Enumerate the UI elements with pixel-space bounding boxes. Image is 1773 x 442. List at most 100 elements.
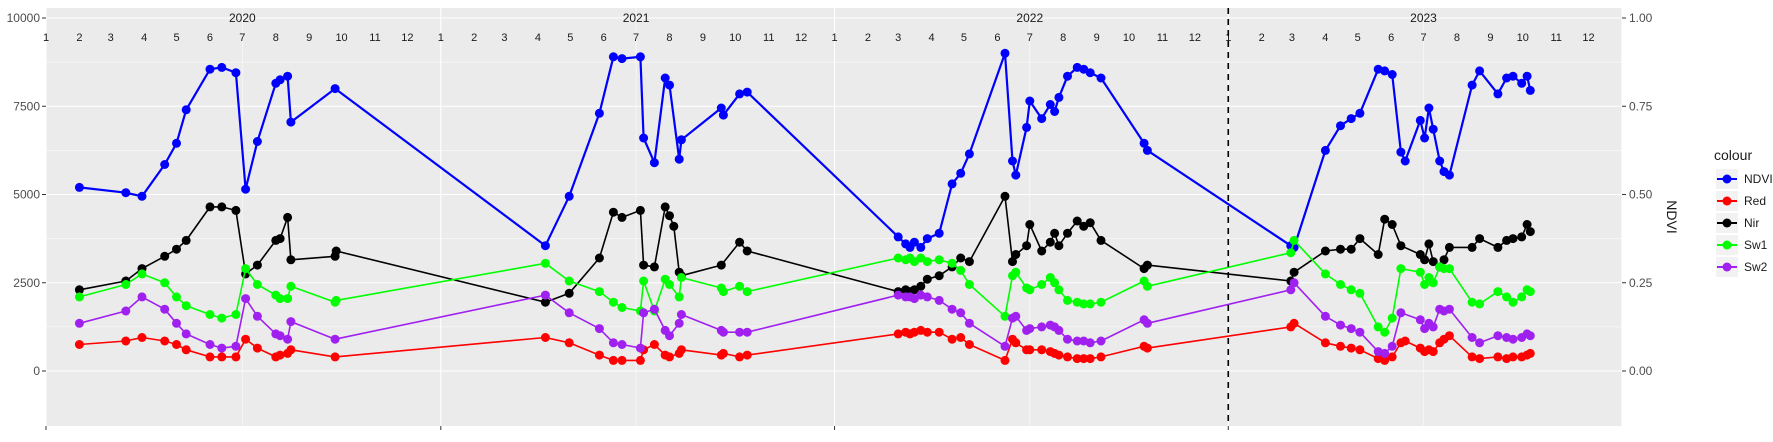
sw1-point	[205, 310, 215, 319]
red-point	[1475, 354, 1485, 364]
ndvi-point	[660, 73, 670, 83]
y-tick-label: 5000	[13, 188, 40, 202]
y2-tick-label: 0.50	[1629, 188, 1653, 202]
sw2-point	[956, 308, 966, 318]
sw1-point	[1415, 267, 1425, 277]
month-label: 2	[76, 32, 82, 44]
nir-point	[1320, 246, 1330, 256]
red-point	[205, 352, 215, 362]
sw1-point	[735, 281, 745, 291]
legend-item-sw2: Sw2	[1716, 257, 1768, 277]
month-label: 5	[1355, 32, 1361, 44]
sw2-point	[1011, 311, 1021, 321]
ndvi-point	[1400, 156, 1410, 166]
red-point	[1400, 336, 1410, 346]
ndvi-point	[1008, 156, 1017, 166]
red-point	[1142, 343, 1152, 353]
red-point	[594, 350, 604, 360]
nir-point	[594, 253, 604, 263]
sw1-point	[1000, 311, 1010, 321]
series-sw2	[74, 278, 1535, 358]
sw1-point	[1502, 292, 1512, 302]
sw2-point	[934, 295, 944, 305]
nir-point	[1085, 218, 1095, 228]
ndvi-point	[1139, 138, 1149, 148]
nir-point	[916, 281, 926, 291]
ndvi-point	[1428, 124, 1438, 134]
sw1-point	[1387, 313, 1397, 323]
sw2-point	[1380, 348, 1390, 358]
month-label: 8	[273, 32, 279, 44]
nir-point	[217, 202, 227, 212]
sw2-point	[1072, 336, 1082, 346]
sw1-point	[160, 278, 170, 288]
ndvi-point	[594, 108, 604, 118]
ndvi-point	[1525, 85, 1535, 95]
nir-point	[1063, 228, 1072, 238]
ndvi-point	[1063, 71, 1072, 81]
ndvi-point	[1517, 78, 1527, 88]
month-label: 4	[1322, 32, 1328, 44]
month-label: 1	[43, 32, 49, 44]
nir-point	[617, 212, 627, 222]
nir-point	[1008, 257, 1017, 267]
sw2-point	[137, 292, 147, 302]
nir-point	[1037, 246, 1047, 256]
sw2-point	[1396, 308, 1406, 318]
ndvi-point	[172, 138, 181, 148]
ndvi-point	[635, 52, 645, 62]
red-point	[1037, 345, 1047, 355]
ndvi-point	[742, 87, 752, 97]
red-point	[1011, 338, 1021, 348]
sw1-point	[231, 310, 241, 319]
month-label: 7	[239, 32, 245, 44]
nir-point	[1475, 234, 1485, 244]
nir-point	[742, 246, 752, 256]
ndvi-point	[1380, 66, 1390, 76]
ndvi-point	[735, 89, 745, 99]
sw1-point	[1286, 248, 1296, 258]
sw1-point	[676, 273, 686, 282]
red-point	[665, 352, 674, 362]
ndvi-point	[1050, 107, 1060, 116]
month-label: 12	[795, 32, 807, 44]
ndvi-point	[1011, 170, 1021, 180]
nir-point	[1045, 237, 1055, 247]
red-point	[649, 340, 659, 349]
red-point	[1493, 352, 1503, 362]
sw2-point	[718, 327, 728, 337]
sw2-point	[1525, 331, 1535, 341]
sw2-point	[1037, 322, 1047, 332]
ndvi-point	[564, 191, 574, 201]
red-point	[947, 334, 957, 344]
nir-point	[1396, 241, 1406, 251]
nir-point	[331, 246, 341, 256]
nir-point	[716, 260, 726, 270]
nir-point	[1000, 191, 1010, 201]
ndvi-point	[137, 191, 147, 201]
series-red	[74, 318, 1535, 365]
sw2-point	[1508, 334, 1518, 344]
year-label: 2022	[1016, 11, 1043, 25]
red-point	[564, 338, 574, 348]
sw2-point	[205, 340, 215, 349]
month-label: 9	[700, 32, 706, 44]
month-label: 12	[401, 32, 413, 44]
month-label: 9	[306, 32, 312, 44]
nir-point	[1444, 242, 1454, 252]
ndvi-point	[241, 184, 251, 194]
sw1-point	[1289, 235, 1299, 245]
ndvi-point	[1142, 145, 1152, 155]
sw1-point	[121, 280, 131, 289]
sw1-point	[1054, 285, 1064, 295]
nir-point	[1022, 241, 1032, 251]
month-label: 6	[207, 32, 213, 44]
red-point	[742, 350, 752, 360]
month-label: 1	[1225, 32, 1231, 44]
month-label: 3	[108, 32, 114, 44]
ndvi-point	[205, 64, 215, 74]
month-label: 2	[1259, 32, 1265, 44]
sw1-point	[1346, 285, 1356, 295]
sw2-point	[1467, 333, 1477, 342]
